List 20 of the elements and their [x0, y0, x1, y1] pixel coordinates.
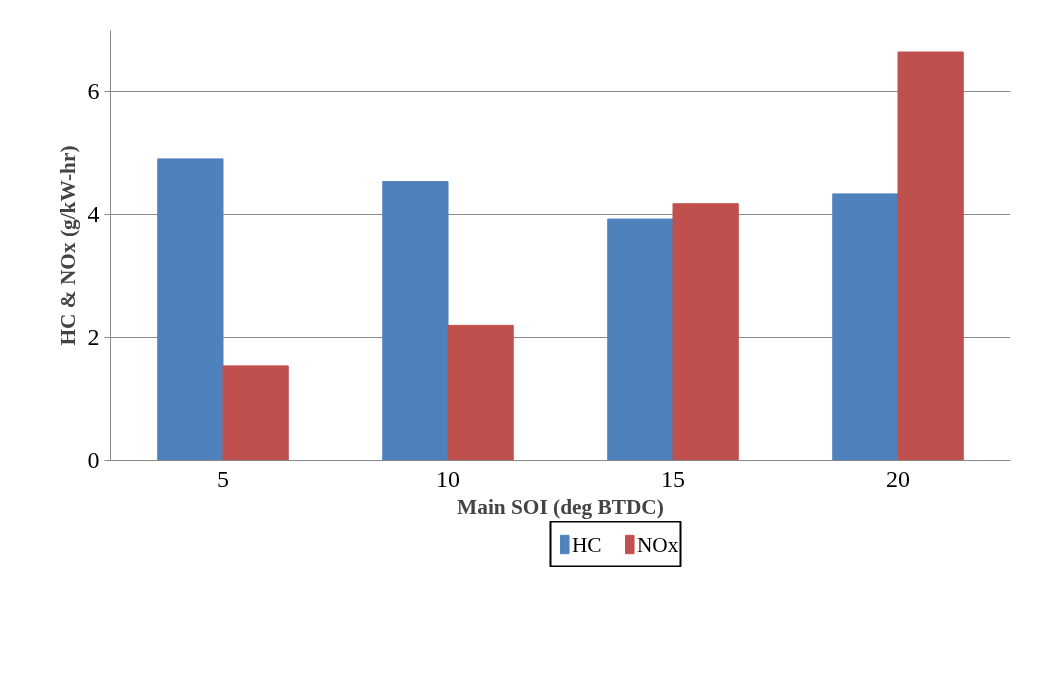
x-tick-label: 10: [436, 465, 460, 492]
bar: [157, 158, 224, 461]
y-axis-title: HC & NOx (g/kW-hr): [55, 145, 80, 346]
y-tick-label: 4: [87, 201, 100, 228]
bar: [222, 365, 289, 461]
bar: [607, 218, 674, 461]
bar: [897, 51, 964, 461]
x-tick-label: 20: [886, 465, 910, 492]
y-tick-label: 0: [87, 447, 100, 473]
y-tick-label: 6: [87, 78, 100, 105]
bar: [447, 324, 514, 461]
legend-label: HC: [571, 532, 602, 557]
bar: [832, 193, 899, 461]
x-axis-title: Main SOI (deg BTDC): [457, 494, 664, 519]
x-tick-label: 15: [661, 465, 685, 492]
x-tick-label: 5: [217, 465, 229, 492]
bar: [672, 203, 739, 461]
bar: [382, 181, 449, 461]
y-tick-label: 2: [87, 324, 100, 351]
legend-label: NOx: [636, 532, 679, 557]
